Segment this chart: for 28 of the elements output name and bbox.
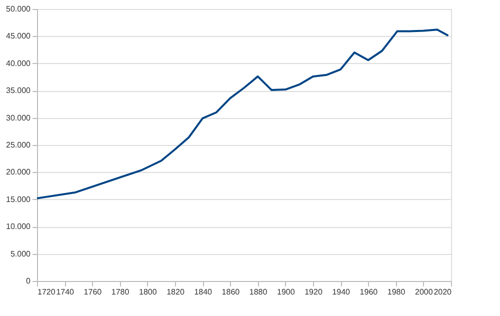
y-tick-label: 5.000 xyxy=(10,249,32,258)
x-tick-label: 1820 xyxy=(166,288,185,296)
x-tick-label: 1780 xyxy=(111,288,130,296)
x-tick-label: 2020 xyxy=(434,288,452,296)
x-tick-label: 1740 xyxy=(56,288,75,296)
y-tick-label: 15.000 xyxy=(6,194,32,204)
y-tick-label: 20.000 xyxy=(6,168,32,177)
x-tick-label: 1900 xyxy=(277,288,296,296)
x-tick-label: 1800 xyxy=(139,288,158,296)
x-tick-label: 1940 xyxy=(332,288,351,296)
y-tick-label: 30.000 xyxy=(6,113,32,122)
x-tick-label: 1960 xyxy=(360,288,378,296)
y-tick-label: 0 xyxy=(26,276,32,286)
x-tick-label: 1840 xyxy=(194,288,213,296)
y-tick-label: 45.000 xyxy=(6,32,32,41)
line-series xyxy=(36,28,450,200)
x-tick-label: 1920 xyxy=(304,288,323,296)
y-tick-label: 10.000 xyxy=(6,222,32,232)
x-tick-label: 1980 xyxy=(387,288,406,296)
x-tick-label: 1720 xyxy=(38,288,56,296)
y-tick-label: 35.000 xyxy=(6,86,32,96)
y-tick-label: 50.000 xyxy=(6,4,32,14)
x-tick-label: 2000 xyxy=(415,288,434,296)
x-tick-label: 1880 xyxy=(249,288,268,296)
y-tick-label: 25.000 xyxy=(6,140,32,150)
x-tick-label: 1860 xyxy=(222,288,240,296)
y-tick-label: 40.000 xyxy=(6,58,32,68)
x-tick-label: 1760 xyxy=(84,288,102,296)
